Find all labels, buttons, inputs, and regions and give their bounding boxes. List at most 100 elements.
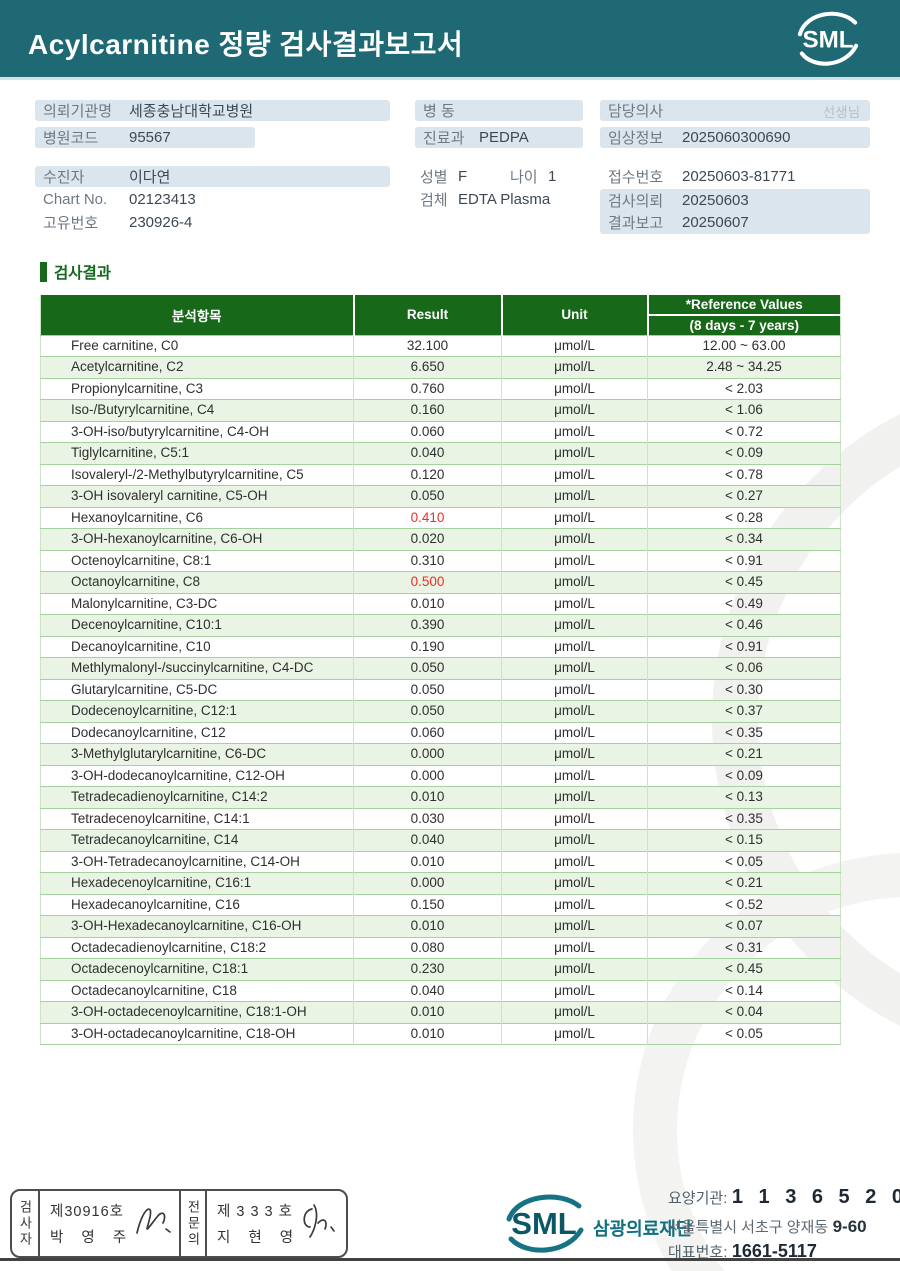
result-row: 3-OH-hexanoylcarnitine, C6-OH 0.020 μmol… [40,528,841,550]
signature-stamp-box: 검사자 제30916호 박 영 주 전문의 제 3 3 3 호 지 현 영 [10,1189,348,1258]
unique-no-value: 230926-4 [129,214,193,231]
ward-row: 병 동 [415,100,479,121]
results-section-title: 검사결과 [40,261,111,283]
sex-age-row: 성별 F 나이 1 [420,166,556,187]
unit-cell: μmol/L [501,829,648,851]
reference-value-cell: < 0.15 [647,829,841,851]
examiner-stamp-cell: 제30916호 박 영 주 [40,1191,179,1256]
result-row: Octanoylcarnitine, C8 0.500 μmol/L < 0.4… [40,571,841,593]
department-label: 진료과 [423,130,465,147]
unit-cell: μmol/L [501,722,648,744]
reference-value-cell: < 0.34 [647,528,841,550]
result-row: Decanoylcarnitine, C10 0.190 μmol/L < 0.… [40,636,841,658]
result-value-cell: 0.010 [353,593,502,615]
analyte-name-cell: Iso-/Butyrylcarnitine, C4 [71,402,215,417]
result-row: Iso-/Butyrylcarnitine, C4 0.160 μmol/L <… [40,399,841,421]
reference-value-cell: < 0.28 [647,507,841,529]
column-header-item: 분석항목 [40,295,355,335]
analyte-name-cell: Octenoylcarnitine, C8:1 [71,552,212,568]
analyte-name-cell: Octadecenoylcarnitine, C18:1 [71,961,249,976]
analyte-name-cell: Propionylcarnitine, C3 [71,380,204,396]
receipt-no-label: 접수번호 [608,169,664,186]
unit-cell: μmol/L [501,958,648,980]
analyte-name-cell: Isovaleryl-/2-Methylbutyrylcarnitine, C5 [71,466,304,482]
doctor-label: 담당의사 [608,103,664,120]
chart-no-label: Chart No. [43,191,108,208]
result-value-cell: 0.760 [353,378,502,400]
reference-value-cell: < 1.06 [647,399,841,421]
analyte-name-cell: Acetylcarnitine, C2 [71,359,184,374]
unit-cell: μmol/L [501,980,648,1002]
reference-value-cell: 2.48 ~ 34.25 [647,356,841,378]
analyte-name-cell: Glutarylcarnitine, C5-DC [71,681,218,697]
result-value-cell: 0.050 [353,700,502,722]
result-row: Free carnitine, C0 32.100 μmol/L 12.00 ~… [40,335,841,357]
specialist-cert-no: 제 3 3 3 호 [217,1204,293,1220]
reference-value-cell: < 0.45 [647,958,841,980]
result-value-cell: 0.120 [353,464,502,486]
result-value-cell: 0.000 [353,743,502,765]
requester-value: 세종충남대학교병원 [129,103,254,120]
clinical-info-value: 2025060300690 [682,129,791,146]
svg-text:SML: SML [802,27,853,54]
result-value-cell: 0.020 [353,528,502,550]
requester-label: 의뢰기관명 [43,103,113,120]
reference-value-cell: < 0.31 [647,937,841,959]
ward-bar [415,100,583,121]
unit-cell: μmol/L [501,528,648,550]
unit-cell: μmol/L [501,550,648,572]
results-table: 분석항목 Result Unit *Reference Values (8 da… [40,295,841,1045]
clinical-info-label: 임상정보 [608,130,664,147]
specimen-label: 검체 [420,192,448,209]
result-row: Tetradecanoylcarnitine, C14 0.040 μmol/L… [40,829,841,851]
result-value-cell: 0.050 [353,679,502,701]
unit-cell: μmol/L [501,442,648,464]
analyte-name-cell: 3-OH-iso/butyrylcarnitine, C4-OH [71,423,270,439]
analyte-name-cell: 3-OH isovaleryl carnitine, C5-OH [71,488,268,503]
chart-no-value: 02123413 [129,191,196,208]
tel-label: 대표번호: [668,1244,728,1261]
result-row: Tetradecenoylcarnitine, C14:1 0.030 μmol… [40,808,841,830]
result-row: 3-Methylglutarylcarnitine, C6-DC 0.000 μ… [40,743,841,765]
result-value-cell: 0.390 [353,614,502,636]
result-row: Acetylcarnitine, C2 6.650 μmol/L 2.48 ~ … [40,356,841,378]
analyte-name-cell: Malonylcarnitine, C3-DC [71,595,218,611]
unique-no-label: 고유번호 [43,215,99,232]
chart-no-row: Chart No. 02123413 [35,189,196,210]
reference-value-cell: < 0.91 [647,550,841,572]
receipt-no-row: 접수번호 20250603-81771 [600,166,795,187]
specialist-signature [303,1204,335,1238]
sml-logo-icon: SML [797,11,859,66]
examiner-signature [136,1208,171,1234]
specialist-stamp-cell: 제 3 3 3 호 지 현 영 [207,1191,346,1256]
sex-label: 성별 [420,169,448,186]
unit-cell: μmol/L [501,399,648,421]
report-date-label: 결과보고 [608,215,664,232]
analyte-name-cell: Methlymalonyl-/succinylcarnitine, C4-DC [71,660,314,675]
patient-bar [35,166,390,187]
unit-cell: μmol/L [501,636,648,658]
reference-value-cell: < 0.46 [647,614,841,636]
result-value-cell: 0.500 [353,571,502,593]
analyte-name-cell: Free carnitine, C0 [71,337,179,353]
result-row: 3-OH-Tetradecanoylcarnitine, C14-OH 0.01… [40,851,841,873]
analyte-name-cell: Decenoylcarnitine, C10:1 [71,617,222,632]
reference-value-cell: < 0.37 [647,700,841,722]
result-value-cell: 0.060 [353,722,502,744]
analyte-name-cell: Tetradecanoylcarnitine, C14 [71,832,239,847]
result-value-cell: 0.010 [353,786,502,808]
patient-row: 수진자 이다연 [35,166,170,187]
unit-cell: μmol/L [501,765,648,787]
result-value-cell: 0.310 [353,550,502,572]
analyte-name-cell: Octanoylcarnitine, C8 [71,574,201,589]
hospital-code-row: 병원코드 95567 [35,127,171,148]
org-name: 삼광의료재단 [593,1219,693,1239]
analyte-name-cell: Dodecanoylcarnitine, C12 [71,724,226,740]
result-value-cell: 0.010 [353,1023,502,1045]
reference-value-cell: < 0.52 [647,894,841,916]
dates-bar [600,189,870,234]
result-value-cell: 0.000 [353,872,502,894]
address-number: 9-60 [832,1217,867,1236]
tel-number: 1661-5117 [731,1241,817,1261]
